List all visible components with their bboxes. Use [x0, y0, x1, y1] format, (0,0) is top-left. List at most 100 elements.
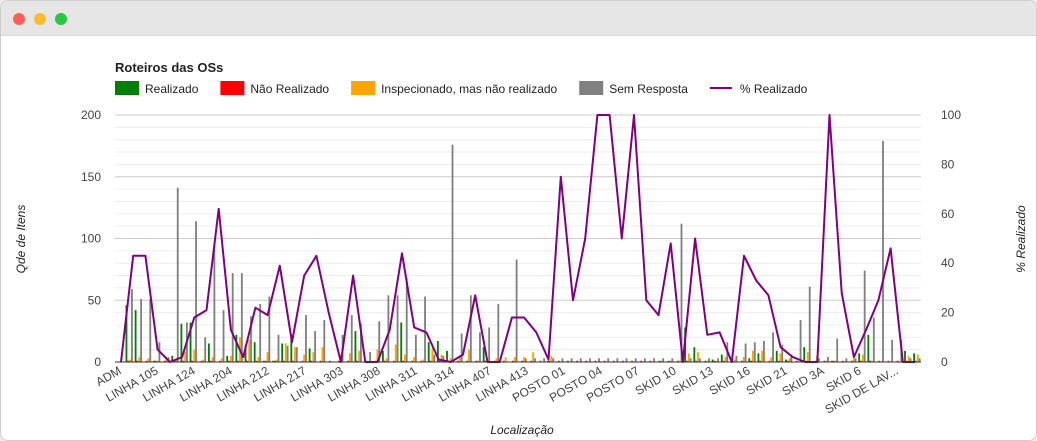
bar [411, 360, 414, 362]
bar [567, 360, 569, 362]
bar [717, 358, 720, 362]
bar [284, 343, 287, 362]
bar [658, 360, 661, 362]
bar [916, 354, 919, 362]
legend-swatch [220, 81, 245, 95]
legend-label: Não Realizado [250, 82, 329, 96]
bar [550, 355, 553, 362]
bar [724, 357, 727, 362]
bar [387, 295, 390, 362]
bar [775, 350, 778, 362]
bar [852, 358, 855, 362]
bar [594, 360, 597, 362]
bar [277, 334, 280, 362]
bar [643, 358, 646, 362]
bar [698, 358, 701, 362]
bar [770, 357, 773, 362]
bar [319, 360, 322, 362]
bar [834, 360, 837, 362]
bar [140, 299, 143, 362]
legend-item: Realizado [115, 81, 199, 96]
bar [420, 360, 423, 362]
legend-item: Sem Resposta [579, 81, 688, 96]
bar [164, 360, 166, 362]
bar [904, 350, 906, 362]
bar [226, 355, 229, 362]
y2-tick-label: 80 [941, 157, 955, 171]
bar [246, 360, 249, 362]
bar [396, 295, 399, 362]
bar [625, 358, 628, 362]
bar [275, 359, 278, 362]
bar [424, 296, 426, 362]
bar [405, 278, 408, 362]
y-axis-title: Qde de Itens [14, 205, 28, 274]
bar [585, 360, 588, 362]
bar [414, 334, 417, 362]
bar [671, 358, 674, 362]
bar [907, 355, 910, 362]
bar [127, 360, 130, 362]
bar [552, 358, 555, 362]
bar [250, 316, 252, 362]
bar [268, 296, 271, 362]
x-tick-label: SKID 13 [670, 363, 716, 398]
bar [202, 359, 205, 362]
bar [488, 327, 491, 362]
bar [433, 354, 436, 362]
bar [422, 359, 425, 362]
bar [207, 343, 210, 362]
bar [457, 360, 459, 362]
bar [229, 355, 232, 362]
bar [286, 345, 289, 362]
bar [273, 360, 276, 362]
bar [220, 358, 223, 362]
bar [867, 334, 870, 362]
bar [347, 360, 350, 362]
bar [231, 273, 234, 362]
bar [321, 347, 324, 362]
bar [369, 352, 371, 362]
bar [576, 360, 578, 362]
bar [631, 360, 633, 362]
y2-tick-label: 40 [941, 256, 955, 270]
bar [255, 360, 258, 362]
bar [858, 353, 861, 362]
gridlines [115, 114, 921, 363]
bar [427, 342, 430, 362]
maximize-window-button[interactable] [55, 13, 67, 25]
bar [129, 359, 132, 362]
bar [753, 342, 756, 362]
bar [825, 360, 828, 362]
bar [913, 353, 916, 362]
bar [131, 289, 133, 362]
bar [248, 339, 251, 362]
y2-tick-label: 20 [941, 306, 955, 320]
bar [482, 347, 485, 362]
bar [468, 349, 470, 362]
bar [356, 360, 359, 362]
bar [869, 360, 872, 362]
chart: Roteiros das OSs Realizado Não Realizado I… [14, 60, 1028, 437]
bar [513, 357, 516, 362]
bar [283, 360, 285, 362]
y-tick-label: 50 [88, 293, 102, 307]
minimize-window-button[interactable] [34, 13, 46, 25]
bar [735, 355, 738, 362]
bar [523, 357, 525, 362]
close-window-button[interactable] [13, 13, 25, 25]
bar [704, 360, 707, 362]
bar [733, 359, 736, 362]
bar [301, 360, 304, 362]
bar [458, 357, 461, 362]
bar [182, 360, 185, 362]
legend-label: Realizado [145, 82, 199, 96]
bar [823, 360, 826, 362]
line-percent-realizado [120, 114, 915, 363]
bar [653, 358, 655, 362]
bar [295, 347, 298, 362]
bar [715, 360, 718, 362]
bar [752, 350, 754, 362]
bar [757, 353, 760, 362]
bar [189, 322, 192, 362]
